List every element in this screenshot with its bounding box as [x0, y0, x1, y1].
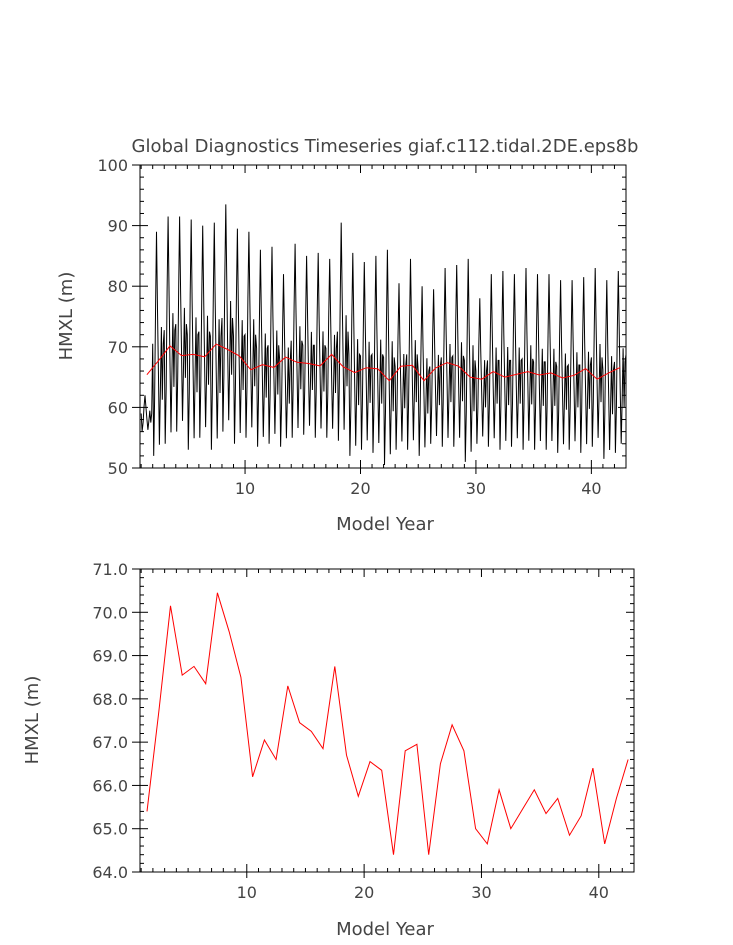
- y-tick-label: 66.0: [92, 776, 128, 795]
- top-tick-labels: 50 60 70 80 90 100 10 20 30 40: [97, 156, 601, 498]
- y-tick-label: 67.0: [92, 733, 128, 752]
- chart-bottom: 64.0 65.0 66.0 67.0 68.0 69.0 70.0 71.0 10 20 30 40…: [22, 560, 635, 940]
- x-tick-label: 10: [237, 883, 257, 902]
- y-tick-label: 90: [108, 217, 128, 236]
- x-tick-label: 20: [354, 883, 374, 902]
- x-tick-label: 40: [589, 883, 609, 902]
- top-y-axis-label: HMXL (m): [56, 272, 77, 361]
- y-tick-label: 50: [108, 459, 128, 478]
- y-tick-label: 80: [108, 277, 128, 296]
- bottom-plot-frame: [139, 568, 635, 873]
- chart-top: Global Diagnostics Timeseries giaf.c112.…: [56, 136, 638, 535]
- top-plot-frame: [139, 164, 627, 469]
- series-line-annual-mean: [146, 343, 621, 382]
- y-tick-label: 68.0: [92, 690, 128, 709]
- y-tick-label: 65.0: [92, 820, 128, 839]
- x-tick-label: 20: [350, 479, 370, 498]
- x-tick-label: 40: [581, 479, 601, 498]
- series-line-monthly: [140, 204, 627, 466]
- bottom-x-axis-label: Model Year: [336, 919, 434, 940]
- y-tick-label: 70.0: [92, 603, 128, 622]
- y-tick-label: 71.0: [92, 560, 128, 579]
- series-line-annual-mean: [146, 592, 629, 855]
- y-tick-label: 64.0: [92, 863, 128, 882]
- y-tick-label: 100: [97, 156, 128, 175]
- y-tick-label: 60: [108, 398, 128, 417]
- x-tick-label: 30: [471, 883, 491, 902]
- chart-title: Global Diagnostics Timeseries giaf.c112.…: [132, 136, 639, 157]
- top-series-group: [140, 204, 627, 466]
- bottom-y-axis-label: HMXL (m): [22, 676, 43, 765]
- bottom-tick-labels: 64.0 65.0 66.0 67.0 68.0 69.0 70.0 71.0 10 20 30 40: [92, 560, 609, 902]
- bottom-ticks: [132, 568, 635, 878]
- y-tick-label: 69.0: [92, 647, 128, 666]
- bottom-series-group: [146, 592, 629, 855]
- x-tick-label: 10: [235, 479, 255, 498]
- y-tick-label: 70: [108, 338, 128, 357]
- x-tick-label: 30: [466, 479, 486, 498]
- top-x-axis-label: Model Year: [336, 514, 434, 535]
